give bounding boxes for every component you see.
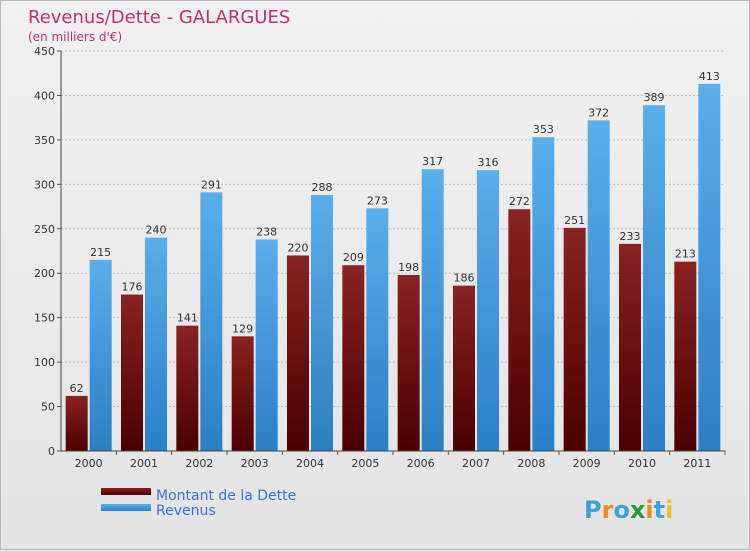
data-label-revenus: 291 (201, 178, 222, 191)
y-tick-label: 350 (34, 134, 55, 147)
data-label-debt: 186 (454, 272, 475, 285)
legend: Montant de la Dette Revenus (101, 488, 296, 519)
data-label-debt: 272 (509, 195, 530, 208)
data-label-debt: 176 (122, 281, 143, 294)
bar-revenus (587, 120, 610, 451)
legend-label-revenus: Revenus (156, 503, 216, 519)
data-label-debt: 209 (343, 251, 364, 264)
y-tick-label: 400 (34, 89, 55, 102)
data-label-revenus: 389 (644, 91, 665, 104)
x-tick-label: 2000 (75, 457, 103, 470)
y-tick-label: 100 (34, 356, 55, 369)
x-tick-label: 2004 (296, 457, 324, 470)
data-label-revenus: 240 (146, 224, 167, 237)
data-label-revenus: 353 (533, 123, 554, 136)
bar-revenus (477, 170, 499, 451)
data-label-revenus: 288 (312, 181, 333, 194)
data-label-revenus: 238 (256, 225, 277, 238)
data-label-revenus: 372 (588, 106, 609, 119)
logo-letter: i (645, 496, 653, 524)
data-label-debt: 233 (620, 230, 641, 243)
logo-letter: t (654, 496, 665, 524)
bar-revenus (89, 259, 112, 451)
y-tick-label: 450 (34, 45, 55, 58)
bar-revenus (643, 105, 665, 451)
bar-revenus (311, 195, 333, 451)
data-label-revenus: 215 (90, 246, 111, 259)
bar-revenus (698, 83, 721, 451)
logo-letter: o (613, 496, 630, 524)
chart-title: Revenus/Dette - GALARGUES (28, 7, 290, 28)
data-label-revenus: 413 (699, 70, 720, 83)
logo-letter: r (602, 496, 614, 524)
bar-debt (287, 255, 309, 451)
x-tick-label: 2003 (241, 457, 269, 470)
data-label-revenus: 317 (422, 155, 443, 168)
chart-subtitle: (en milliers d'€) (28, 30, 122, 44)
legend-label-debt: Montant de la Dette (156, 488, 296, 504)
x-tick-label: 2011 (683, 457, 711, 470)
bar-revenus (421, 169, 444, 451)
bar-debt (508, 209, 531, 451)
bar-revenus (532, 137, 555, 451)
data-label-revenus: 273 (367, 194, 388, 207)
data-label-debt: 62 (70, 382, 84, 395)
proxiti-logo: Proxiti (584, 496, 673, 524)
data-label-debt: 213 (675, 248, 696, 261)
data-label-debt: 251 (564, 214, 585, 227)
x-tick-label: 2007 (462, 457, 490, 470)
bar-revenus (200, 192, 223, 452)
bar-debt (563, 227, 586, 451)
bar-debt (176, 325, 199, 451)
bar-debt (65, 395, 88, 451)
bar-debt (121, 294, 143, 451)
legend-swatch-revenus (101, 504, 151, 511)
logo-letter: x (630, 496, 646, 524)
x-tick-label: 2006 (407, 457, 435, 470)
y-tick-label: 50 (41, 401, 55, 414)
y-tick-label: 200 (34, 267, 55, 280)
x-tick-label: 2005 (351, 457, 379, 470)
data-label-debt: 129 (232, 322, 253, 335)
bar-debt (231, 336, 254, 451)
y-tick-label: 0 (48, 445, 55, 458)
x-tick-label: 2009 (573, 457, 601, 470)
bar-debt (342, 265, 365, 451)
y-tick-label: 250 (34, 223, 55, 236)
data-label-revenus: 316 (478, 156, 499, 169)
x-tick-label: 2010 (628, 457, 656, 470)
logo-letter: P (584, 496, 602, 524)
y-tick-label: 300 (34, 178, 55, 191)
bar-debt (619, 243, 641, 451)
legend-swatch-debt (101, 488, 151, 495)
data-label-debt: 141 (177, 312, 198, 325)
bar-revenus (145, 237, 167, 451)
bar-debt (674, 261, 697, 451)
x-tick-label: 2001 (130, 457, 158, 470)
x-tick-label: 2002 (185, 457, 213, 470)
x-tick-label: 2008 (517, 457, 545, 470)
bar-revenus (255, 239, 278, 451)
data-label-debt: 220 (288, 241, 309, 254)
bar-debt (453, 285, 475, 451)
bar-revenus (366, 208, 389, 451)
data-label-debt: 198 (398, 261, 419, 274)
logo-letter: i (665, 496, 673, 524)
y-tick-label: 150 (34, 312, 55, 325)
bar-debt (397, 275, 420, 451)
